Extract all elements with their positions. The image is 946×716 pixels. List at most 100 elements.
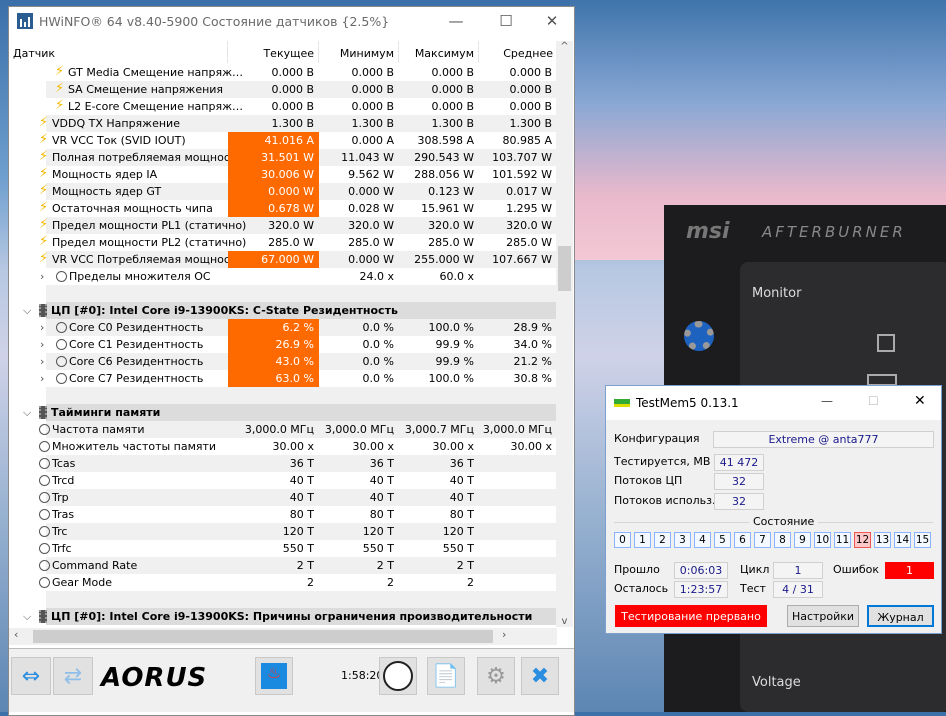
- table-row[interactable]: Gear Mode 2 2 2: [9, 574, 557, 591]
- section-header[interactable]: ⌵ Тайминги памяти: [9, 404, 557, 421]
- table-row[interactable]: Trc 120 T 120 T 120 T: [9, 523, 557, 540]
- vertical-scrollbar[interactable]: ^ v: [556, 41, 573, 627]
- state-label: Состояние: [749, 515, 819, 528]
- maximize-button[interactable]: ☐: [868, 394, 879, 408]
- min-value: 0.000 W: [348, 253, 394, 266]
- chevron-right-icon[interactable]: ›: [40, 321, 45, 334]
- table-row[interactable]: › Core C1 Резидентность 26.9 % 0.0 % 99.9 % 3…: [9, 336, 557, 353]
- row-background: [46, 404, 557, 421]
- cpu-fire-button[interactable]: ♨: [255, 657, 293, 695]
- table-row[interactable]: › Пределы множителя ОС 24.0 x 60.0 x: [9, 268, 557, 285]
- chevron-down-icon[interactable]: ⌵: [23, 406, 32, 419]
- table-row[interactable]: ⚡︎ GT Media Смещение напряж… 0.000 В 0.000 …: [9, 64, 557, 81]
- current-value: 0.678 W: [228, 200, 319, 217]
- table-row[interactable]: Множитель частоты памяти 30.00 x 30.00 x 30…: [9, 438, 557, 455]
- table-row[interactable]: ⚡︎ VDDQ TX Напряжение 1.300 В 1.300 В 1.300 …: [9, 115, 557, 132]
- table-row[interactable]: ⚡︎ Мощность ядер IA 30.006 W 9.562 W 288.056…: [9, 166, 557, 183]
- chevron-right-icon[interactable]: ›: [40, 372, 45, 385]
- avg-value: 320.0 W: [506, 219, 552, 232]
- chevron-right-icon[interactable]: ›: [40, 270, 45, 283]
- chevron-down-icon[interactable]: ⌵: [23, 304, 32, 317]
- title-bar: TestMem5 0.13.1 — ☐ ✕: [606, 386, 941, 420]
- min-value: 320.0 W: [348, 219, 394, 232]
- min-value: 0.000 A: [351, 134, 394, 147]
- row-background: [46, 421, 557, 438]
- hwinfo-window: HWiNFO® 64 v8.40-5900 Состояние датчиков…: [8, 6, 575, 716]
- table-row[interactable]: ⚡︎ Предел мощности PL1 (статично) 320.0 W 3…: [9, 217, 557, 234]
- bolt-icon: ⚡︎: [39, 115, 49, 130]
- table-row[interactable]: ⚡︎ VR VCC Потребляемая мощност… 67.000 W 0.…: [9, 251, 557, 268]
- collapse-arrows-button[interactable]: ⇄: [53, 657, 93, 695]
- elapsed-value: 0:06:03: [674, 562, 728, 579]
- horizontal-scrollbar[interactable]: ‹ ›: [9, 628, 557, 645]
- settings-button[interactable]: ⚙: [477, 657, 515, 695]
- table-row[interactable]: Tcas 36 T 36 T 36 T: [9, 455, 557, 472]
- table-row[interactable]: › Core C6 Резидентность 43.0 % 0.0 % 99.9 % 2…: [9, 353, 557, 370]
- max-value: 308.598 A: [417, 134, 474, 147]
- chevron-right-icon[interactable]: ›: [40, 355, 45, 368]
- max-value: 255.000 W: [414, 253, 474, 266]
- table-row[interactable]: › Core C7 Резидентность 63.0 % 0.0 % 100.0 %…: [9, 370, 557, 387]
- section-title: Тайминги памяти: [51, 406, 161, 419]
- table-row[interactable]: ⚡︎ L2 E-core Смещение напряж… 0.000 В 0.000…: [9, 98, 557, 115]
- scroll-thumb[interactable]: [33, 630, 493, 643]
- errors-value: 1: [885, 562, 934, 579]
- table-row[interactable]: ⚡︎ SA Смещение напряжения 0.000 В 0.000 В 0.…: [9, 81, 557, 98]
- section-header[interactable]: ⌵ ЦП [#0]: Intel Core i9-13900KS: C-State…: [9, 302, 557, 319]
- table-row[interactable]: Trp 40 T 40 T 40 T: [9, 489, 557, 506]
- log-add-button[interactable]: 📄: [427, 657, 465, 695]
- sensor-name: GT Media Смещение напряж…: [68, 66, 243, 79]
- table-row[interactable]: Command Rate 2 T 2 T 2 T: [9, 557, 557, 574]
- clock-icon: [383, 661, 413, 691]
- thread-state-box: 10: [814, 532, 831, 548]
- table-row[interactable]: ⚡︎ Полная потребляемая мощност… 31.501 W 11…: [9, 149, 557, 166]
- table-row[interactable]: Trcd 40 T 40 T 40 T: [9, 472, 557, 489]
- thread-state-box: 11: [834, 532, 851, 548]
- minimize-button[interactable]: —: [448, 12, 464, 30]
- settings-gear-icon[interactable]: [684, 321, 714, 351]
- table-row[interactable]: ⚡︎ Предел мощности PL2 (статично) 285.0 W 2…: [9, 234, 557, 251]
- expand-arrows-button[interactable]: ⇔: [11, 657, 51, 695]
- chevron-down-icon[interactable]: ⌵: [23, 610, 32, 623]
- exit-button[interactable]: ✖: [521, 657, 559, 695]
- maximize-button[interactable]: ☐: [499, 12, 513, 30]
- col-current[interactable]: Текущее: [228, 41, 319, 63]
- sensor-name: Gear Mode: [52, 576, 113, 589]
- log-button[interactable]: Журнал: [867, 605, 934, 627]
- col-min[interactable]: Минимум: [319, 41, 399, 63]
- min-value: 36 T: [369, 457, 394, 470]
- table-row[interactable]: ⚡︎ VR VCC Ток (SVID IOUT) 41.016 A 0.000 A 3…: [9, 132, 557, 149]
- col-max[interactable]: Максимум: [399, 41, 479, 63]
- min-value: 2 T: [376, 559, 394, 572]
- scroll-thumb[interactable]: [558, 246, 571, 291]
- min-value: 40 T: [369, 474, 394, 487]
- config-label: Конфигурация: [614, 432, 700, 445]
- row-background: [46, 302, 557, 319]
- minimize-button[interactable]: —: [821, 394, 833, 408]
- settings-button[interactable]: Настройки: [787, 605, 859, 627]
- col-avg[interactable]: Среднее: [503, 47, 553, 60]
- threads-label: Потоков ЦП: [614, 474, 683, 487]
- table-row[interactable]: › Core C0 Резидентность 6.2 % 0.0 % 100.0 % 2…: [9, 319, 557, 336]
- close-button[interactable]: ✕: [914, 393, 926, 409]
- bolt-icon: ⚡︎: [39, 132, 49, 147]
- table-row[interactable]: Tras 80 T 80 T 80 T: [9, 506, 557, 523]
- section-header[interactable]: ⌵ ЦП [#0]: Intel Core i9-13900KS: Причины…: [9, 608, 557, 625]
- bolt-icon: ⚡︎: [39, 217, 49, 232]
- clock-button[interactable]: [379, 657, 417, 695]
- table-row[interactable]: ⚡︎ Остаточная мощность чипа 0.678 W 0.028 W…: [9, 200, 557, 217]
- blank-row: [9, 285, 557, 302]
- current-value: 30.00 x: [272, 440, 315, 453]
- col-sensor[interactable]: Датчик: [9, 41, 228, 63]
- table-row[interactable]: Trfc 550 T 550 T 550 T: [9, 540, 557, 557]
- chevron-right-icon[interactable]: ›: [40, 338, 45, 351]
- table-row[interactable]: ⚡︎ Мощность ядер GT 0.000 W 0.000 W 0.123 W 0…: [9, 183, 557, 200]
- chip-icon: [39, 610, 47, 623]
- status-button[interactable]: Тестирование прервано: [615, 605, 767, 627]
- close-button[interactable]: ✕: [545, 12, 559, 30]
- thread-state-box: 6: [734, 532, 751, 548]
- max-value: 36 T: [449, 457, 474, 470]
- thread-state-box: 3: [674, 532, 691, 548]
- table-row[interactable]: Частота памяти 3,000.0 МГц 3,000.0 МГц 3,00…: [9, 421, 557, 438]
- sensor-name: SA Смещение напряжения: [68, 83, 224, 96]
